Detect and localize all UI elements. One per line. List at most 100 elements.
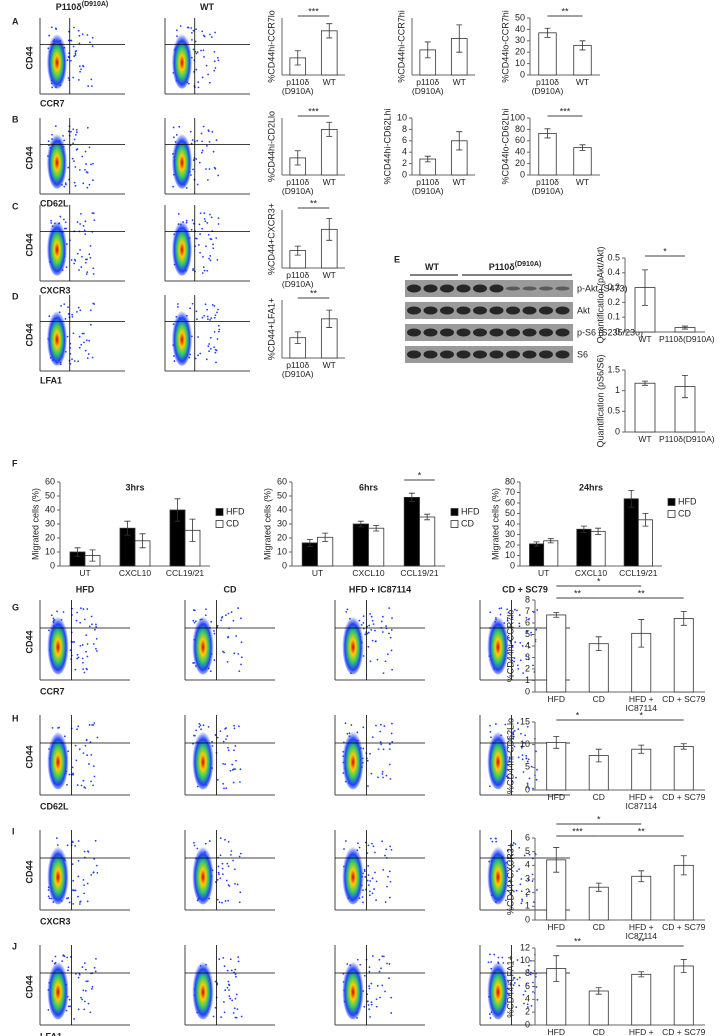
y-tick-label: 80	[515, 124, 525, 134]
flow-dot	[90, 873, 93, 876]
flow-dot	[232, 781, 235, 784]
y-tick-label: 4	[525, 640, 530, 650]
bar	[588, 990, 609, 1026]
flow-dot	[199, 251, 201, 254]
flow-dot	[216, 56, 219, 59]
flow-dot	[200, 49, 202, 52]
panel-letter: J	[12, 941, 17, 951]
flow-dot	[489, 953, 491, 956]
panel-letter: I	[12, 826, 15, 836]
flow-dot	[368, 890, 371, 893]
flow-dot	[192, 269, 194, 271]
flow-dot	[79, 223, 82, 225]
flow-dot	[67, 966, 70, 969]
flow-dot	[370, 615, 373, 618]
flow-dot	[84, 168, 86, 171]
flow-dot	[234, 973, 237, 976]
flow-dot	[368, 894, 371, 897]
flow-dot	[88, 183, 91, 186]
flow-dot	[513, 657, 516, 659]
error-bar	[189, 518, 196, 542]
x-tick-label: CD + SC79	[662, 922, 706, 932]
flow-dot	[225, 879, 228, 882]
flow-dot	[226, 862, 229, 865]
y-tick-label: 0.5	[607, 252, 620, 262]
flow-dot	[71, 315, 74, 318]
flow-dot	[202, 724, 205, 727]
flow-dot	[79, 248, 82, 251]
flow-dot	[517, 728, 520, 731]
flow-dot	[73, 160, 75, 163]
legend-label: CD	[226, 518, 239, 528]
flow-dot	[203, 56, 205, 58]
flow-dot	[226, 969, 229, 972]
error-bar	[424, 41, 431, 59]
bar	[546, 614, 567, 693]
flow-dot	[514, 641, 517, 644]
flow-dot	[73, 181, 76, 184]
flow-dot	[91, 356, 94, 359]
flow-dot	[237, 956, 240, 959]
flow-dot	[368, 624, 371, 627]
flow-dot	[92, 765, 95, 768]
flow-dot	[51, 86, 54, 89]
flow-dot	[509, 892, 512, 895]
flow-dot	[489, 611, 492, 614]
flow-y-label: CD44	[24, 975, 34, 998]
flow-dot	[73, 55, 76, 58]
flow-dot	[90, 780, 92, 783]
y-tick-label: 60	[45, 476, 55, 486]
flow-dot	[490, 961, 493, 963]
significance-label: **	[310, 288, 318, 298]
flow-dot	[508, 860, 511, 862]
y-axis-label: %CD44hi-CD62Lhi	[382, 108, 392, 184]
significance-label: *	[418, 470, 422, 480]
flow-dot	[518, 868, 521, 871]
flow-dot	[91, 45, 94, 48]
flow-dot	[92, 871, 95, 874]
x-tick-label: WT	[452, 177, 466, 187]
flow-plot	[334, 945, 425, 1026]
flow-dot	[209, 336, 212, 339]
column-header: CD	[224, 584, 237, 594]
flow-dot	[371, 892, 374, 895]
flow-dot	[513, 745, 516, 748]
flow-dot	[79, 900, 82, 903]
flow-dot	[511, 645, 514, 648]
y-axis-label: Migrated cells (%)	[490, 488, 500, 560]
error-bar	[294, 331, 301, 344]
flow-dot	[525, 757, 528, 760]
flow-dot	[64, 221, 67, 224]
flow-dot	[209, 670, 212, 673]
flow-dot	[81, 657, 84, 660]
flow-dot	[531, 880, 534, 882]
flow-dot	[375, 899, 377, 902]
x-tick-label: CXCL10	[574, 568, 608, 578]
flow-dot	[74, 258, 76, 261]
flow-dot	[220, 619, 223, 622]
flow-dot	[81, 155, 84, 158]
flow-dot	[513, 729, 516, 732]
flow-dot	[235, 993, 238, 996]
y-tick-label: 0.4	[607, 267, 620, 277]
flow-dot	[368, 985, 371, 987]
flow-dot	[65, 227, 68, 230]
flow-dot	[214, 980, 217, 983]
flow-dot	[205, 144, 208, 147]
flow-dot	[391, 668, 393, 671]
flow-dot	[78, 346, 81, 349]
flow-dot	[91, 985, 94, 988]
flow-plot	[39, 18, 125, 95]
flow-dot	[217, 174, 220, 177]
flow-density	[47, 843, 69, 905]
flow-dot	[89, 309, 92, 312]
flow-dot	[76, 728, 79, 731]
flow-dot	[84, 787, 87, 789]
flow-density	[342, 843, 364, 905]
x-tick-label: UT	[79, 568, 91, 578]
flow-dot	[87, 763, 90, 765]
flow-dot	[172, 126, 175, 129]
flow-dot	[192, 734, 195, 737]
flow-dot	[91, 36, 94, 39]
y-tick-label: 10	[397, 112, 407, 122]
